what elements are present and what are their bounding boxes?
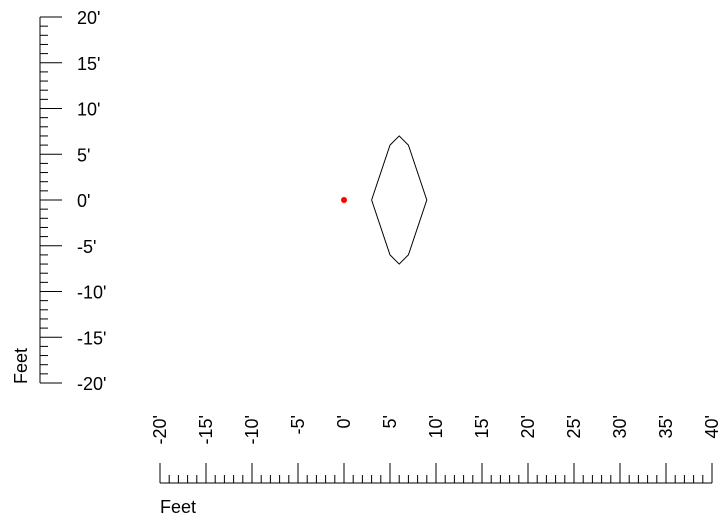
x-tick-label: 30' <box>610 415 630 438</box>
x-tick-label: 5' <box>380 415 400 428</box>
y-axis-label: Feet <box>11 348 31 384</box>
x-tick-label: 40' <box>702 415 722 438</box>
y-axis: 20' 15' 10' 5' 0' -5' -10' -15' -20' <box>39 8 106 394</box>
x-tick-label: 20' <box>518 415 538 438</box>
plot-area <box>341 135 428 265</box>
x-tick-label: 0' <box>334 415 354 428</box>
contour-outline <box>371 135 428 265</box>
y-tick-label: 10' <box>77 100 100 120</box>
y-tick-label: 15' <box>77 54 100 74</box>
x-tick-label: -20' <box>150 415 170 444</box>
source-point-marker <box>341 197 347 203</box>
x-tick-label: 15' <box>472 415 492 438</box>
y-tick-label: 5' <box>77 145 90 165</box>
x-tick-label: -15' <box>196 415 216 444</box>
x-tick-label: -5' <box>288 415 308 434</box>
y-tick-label: 0' <box>77 191 90 211</box>
x-axis: -20' -15' -10' -5' 0' 5' 10' 15' 20' 25' 30' 35' 40' <box>150 415 722 484</box>
x-tick-label: 25' <box>564 415 584 438</box>
x-tick-label: 35' <box>656 415 676 438</box>
y-tick-label: -15' <box>77 328 106 348</box>
x-tick-label: -10' <box>242 415 262 444</box>
y-tick-label: 20' <box>77 8 100 28</box>
x-tick-label: 10' <box>426 415 446 438</box>
y-tick-label: -20' <box>77 374 106 394</box>
y-tick-label: -10' <box>77 283 106 303</box>
x-axis-label: Feet <box>160 497 196 517</box>
y-tick-label: -5' <box>77 237 96 257</box>
